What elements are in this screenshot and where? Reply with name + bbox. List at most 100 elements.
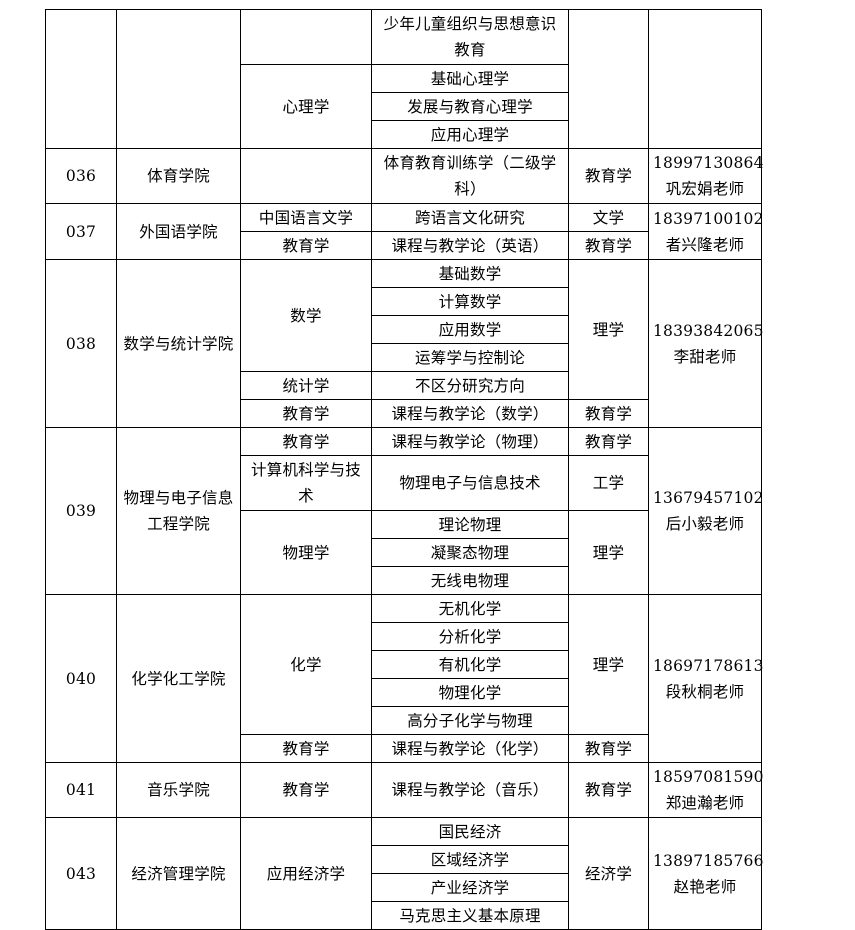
cell-college-continued <box>116 9 241 149</box>
contact-name: 段秋桐老师 <box>665 682 745 701</box>
cell-degree: 教育学 <box>568 231 649 260</box>
table-row: 教育学 课程与教学论（数学） 教育学 <box>46 399 762 428</box>
cell-direction: 分析化学 <box>371 622 569 651</box>
cell-direction: 基础数学 <box>371 259 569 288</box>
contact-phone: 13897185766 <box>653 851 764 870</box>
cell-contact: 18393842065 李甜老师 <box>648 259 764 428</box>
contact-phone: 18393842065 <box>653 321 764 340</box>
cell-degree: 经济学 <box>568 817 649 930</box>
program-directory-table: 少年儿童组织与思想意识教育 心理学 基础心理学 发展与教育心理学 应用心理学 0… <box>45 9 764 930</box>
table-row: 041 音乐学院 教育学 课程与教学论（音乐） 教育学 18597081590 … <box>45 762 763 818</box>
cell-discipline: 教育学 <box>240 734 372 763</box>
cell-degree: 理学 <box>568 594 649 735</box>
cell-code: 038 <box>45 259 117 428</box>
cell-discipline: 应用经济学 <box>240 817 372 930</box>
table-row: 教育学 课程与教学论（化学） 教育学 <box>46 734 762 763</box>
cell-degree: 工学 <box>568 455 649 511</box>
contact-name: 后小毅老师 <box>665 515 745 533</box>
cell-degree: 教育学 <box>568 427 649 456</box>
cell-degree: 教育学 <box>568 762 649 818</box>
cell-degree: 理学 <box>568 259 649 400</box>
contact-phone: 18397100102 <box>653 209 764 228</box>
cell-discipline-blank <box>240 9 372 65</box>
cell-code: 043 <box>45 817 117 930</box>
cell-discipline: 教育学 <box>240 399 372 428</box>
cell-direction: 发展与教育心理学 <box>371 92 569 121</box>
cell-college: 音乐学院 <box>116 762 241 818</box>
contact-name: 巩宏娟老师 <box>665 180 745 198</box>
cell-direction: 跨语言文化研究 <box>371 203 569 232</box>
cell-direction: 课程与教学论（物理） <box>371 427 569 456</box>
cell-contact: 18997130864 巩宏娟老师 <box>648 148 764 204</box>
cell-college: 物理与电子信息工程学院 <box>116 427 241 595</box>
table-row: 心理学 基础心理学 <box>46 64 762 149</box>
contact-phone: 18697178613 <box>653 656 764 675</box>
cell-degree: 文学 <box>568 203 649 232</box>
cell-direction: 少年儿童组织与思想意识教育 <box>371 9 569 65</box>
cell-contact-continued <box>648 9 762 149</box>
cell-direction: 应用心理学 <box>371 120 569 149</box>
cell-direction: 计算数学 <box>371 287 569 316</box>
cell-direction: 不区分研究方向 <box>371 371 569 400</box>
cell-direction: 体育教育训练学（二级学科） <box>371 148 569 204</box>
table-row: 计算数学 <box>46 287 762 316</box>
table-row: 038 数学与统计学院 数学 基础数学 理学 18393842065 李甜老师 <box>45 259 763 428</box>
cell-code: 037 <box>45 203 117 260</box>
cell-college: 体育学院 <box>116 148 241 204</box>
contact-name: 李甜老师 <box>673 347 737 366</box>
contact-name: 郑迪瀚老师 <box>665 794 745 812</box>
contact-phone: 18997130864 <box>653 154 764 172</box>
table-row: 统计学 不区分研究方向 <box>46 371 762 400</box>
cell-direction: 课程与教学论（音乐） <box>371 762 569 818</box>
cell-direction: 物理电子与信息技术 <box>371 455 569 511</box>
cell-direction: 课程与教学论（数学） <box>371 399 569 428</box>
cell-direction: 区域经济学 <box>371 845 569 874</box>
table-row: 037 外国语学院 中国语言文学 跨语言文化研究 文学 18397100102 … <box>45 203 764 260</box>
cell-discipline: 物理学 <box>240 510 372 595</box>
cell-contact: 18597081590 郑迪瀚老师 <box>648 762 763 818</box>
document-page: 少年儿童组织与思想意识教育 心理学 基础心理学 发展与教育心理学 应用心理学 0… <box>45 9 764 930</box>
contact-phone: 13679457102 <box>653 489 764 507</box>
cell-direction: 物理化学 <box>371 678 569 707</box>
cell-direction: 国民经济 <box>371 817 569 846</box>
contact-name: 者兴隆老师 <box>665 235 745 254</box>
cell-direction: 应用数学 <box>371 315 569 344</box>
cell-code: 039 <box>45 427 117 595</box>
cell-direction: 课程与教学论（英语） <box>371 231 569 260</box>
cell-contact: 13679457102 后小毅老师 <box>648 427 764 595</box>
cell-discipline: 心理学 <box>240 64 372 149</box>
table-row: 039 物理与电子信息工程学院 教育学 课程与教学论（物理） 教育学 13679… <box>45 427 763 595</box>
table-row: 040 化学化工学院 化学 无机化学 理学 18697178613 段秋桐老师 <box>45 594 763 763</box>
cell-degree: 教育学 <box>568 399 649 428</box>
cell-direction: 高分子化学与物理 <box>371 706 569 735</box>
cell-direction: 课程与教学论（化学） <box>371 734 569 763</box>
cell-college: 经济管理学院 <box>116 817 241 930</box>
cell-direction: 马克思主义基本原理 <box>371 901 569 930</box>
cell-discipline: 计算机科学与技术 <box>240 455 372 511</box>
cell-direction: 基础心理学 <box>371 64 569 93</box>
table-row: 物理学 理论物理 理学 <box>46 510 762 595</box>
table-row: 036 体育学院 体育教育训练学（二级学科） 教育学 18997130864 巩… <box>45 148 764 204</box>
cell-discipline-blank <box>240 148 372 204</box>
cell-code: 036 <box>45 148 117 204</box>
cell-discipline: 统计学 <box>240 371 372 400</box>
cell-college: 化学化工学院 <box>116 594 241 763</box>
cell-discipline: 数学 <box>240 259 372 372</box>
cell-discipline: 教育学 <box>240 762 372 818</box>
cell-direction: 产业经济学 <box>371 873 569 902</box>
cell-direction: 有机化学 <box>371 650 569 679</box>
cell-contact: 18697178613 段秋桐老师 <box>648 594 764 763</box>
cell-code-continued <box>45 9 117 149</box>
table-row: 有机化学 <box>46 650 762 679</box>
cell-degree: 教育学 <box>568 148 649 204</box>
cell-discipline: 化学 <box>240 594 372 735</box>
cell-direction: 运筹学与控制论 <box>371 343 569 372</box>
cell-degree: 理学 <box>568 510 649 595</box>
cell-direction: 无机化学 <box>371 594 569 623</box>
table-row: 应用数学 <box>46 315 762 344</box>
table-row: 教育学 课程与教学论（英语） 教育学 <box>46 231 762 260</box>
cell-direction: 凝聚态物理 <box>371 538 569 567</box>
cell-degree-continued <box>568 9 649 149</box>
cell-college: 外国语学院 <box>116 203 241 260</box>
cell-contact: 13897185766 赵艳老师 <box>648 817 764 930</box>
